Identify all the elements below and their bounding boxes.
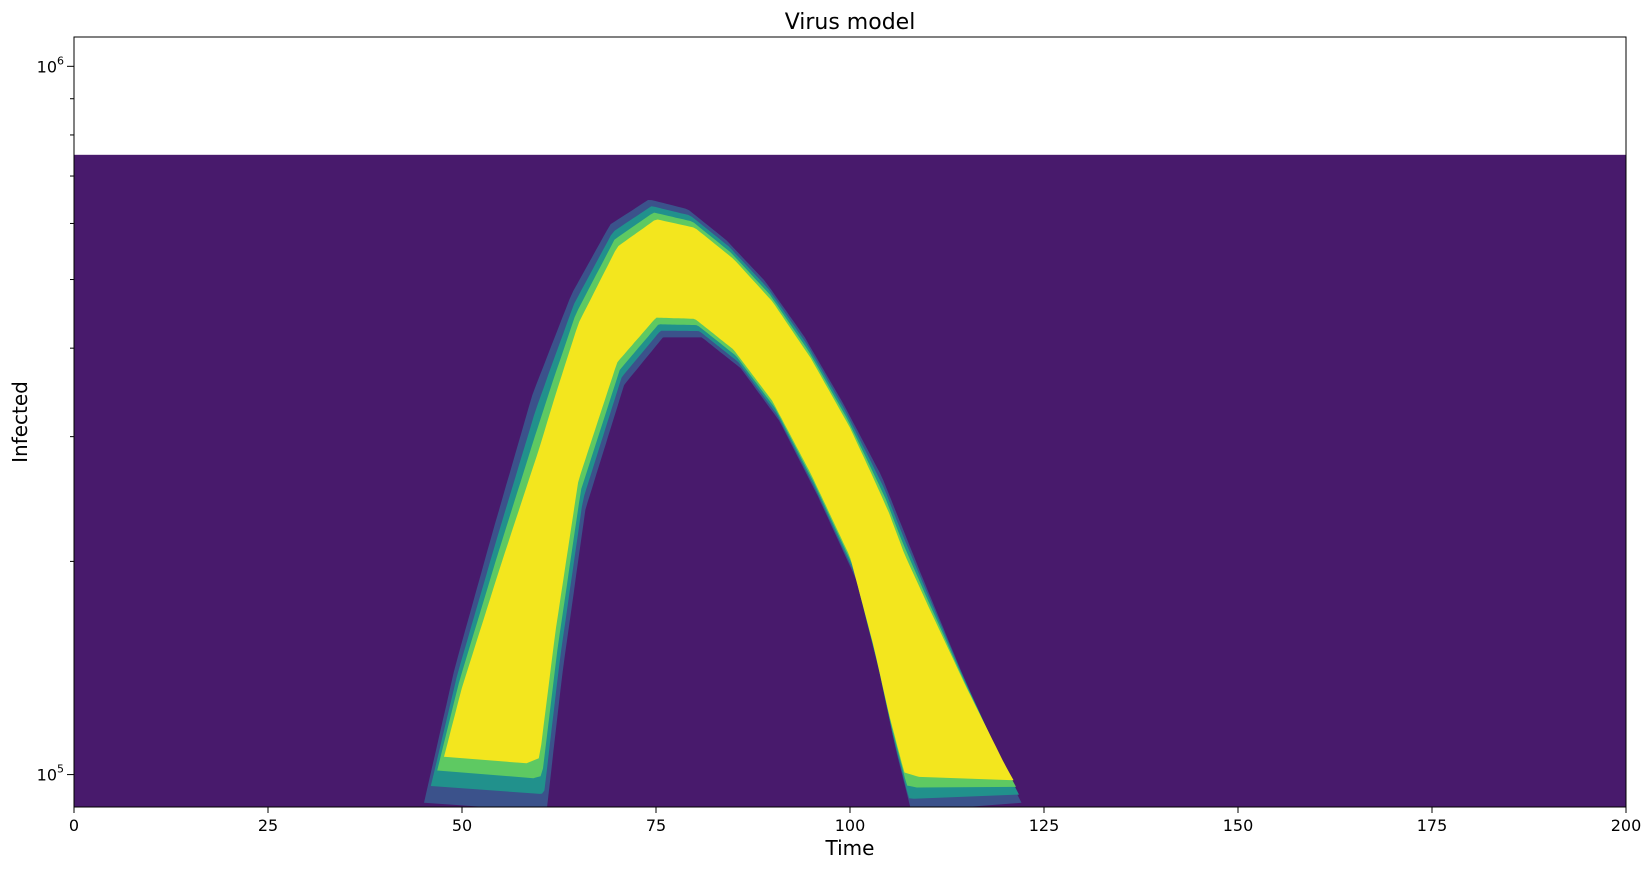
heatmap-band-core bbox=[444, 219, 1014, 781]
x-tick-label: 150 bbox=[1223, 816, 1254, 835]
plot-area bbox=[73, 36, 1627, 808]
y-axis-label: Infected bbox=[8, 381, 32, 463]
x-axis-label: Time bbox=[825, 836, 875, 860]
x-tick-label: 125 bbox=[1029, 816, 1060, 835]
x-tick-label: 25 bbox=[258, 816, 278, 835]
x-tick-label: 175 bbox=[1417, 816, 1448, 835]
chart-title: Virus model bbox=[785, 10, 916, 35]
y-tick-label: 106 bbox=[37, 54, 64, 76]
y-tick-label: 105 bbox=[37, 763, 64, 785]
y-axis: 105 106 bbox=[37, 54, 74, 785]
heatmap-layer bbox=[74, 154, 1626, 807]
x-tick-label: 100 bbox=[835, 816, 866, 835]
x-axis: 0 25 50 75 100 125 150 175 200 bbox=[69, 807, 1641, 835]
x-tick-label: 200 bbox=[1611, 816, 1642, 835]
x-tick-label: 50 bbox=[452, 816, 472, 835]
x-tick-label: 0 bbox=[69, 816, 79, 835]
x-tick-label: 75 bbox=[646, 816, 666, 835]
